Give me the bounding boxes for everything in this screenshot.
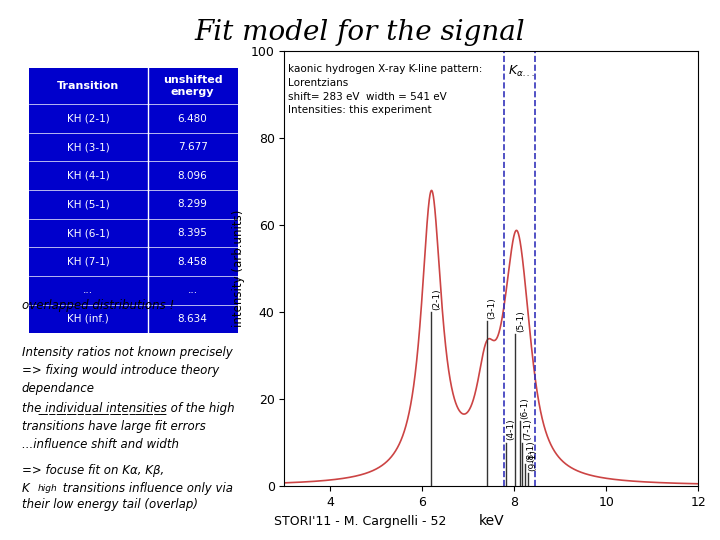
Text: high: high (37, 484, 57, 494)
Text: (2-1): (2-1) (433, 288, 441, 310)
Bar (29, 247, 238, 276)
Text: Transition: Transition (57, 81, 120, 91)
Text: the ̲i̲n̲d̲i̲v̲i̲d̲u̲a̲l̲ ̲i̲n̲t̲e̲n̲s̲i̲t̲i̲e̲s̲ of the high
transitions have l: the ̲i̲n̲d̲i̲v̲i̲d̲u̲a̲l̲ ̲i̲n̲t̲e̲n̲s̲i… (22, 402, 234, 451)
Text: KH (2-1): KH (2-1) (67, 113, 109, 124)
Text: (9-1): (9-1) (528, 449, 538, 471)
Text: unshifted
energy: unshifted energy (163, 75, 222, 97)
Text: KH (4-1): KH (4-1) (67, 171, 109, 181)
Text: STORI'11 - M. Cargnelli - 52: STORI'11 - M. Cargnelli - 52 (274, 515, 446, 528)
Text: 8.458: 8.458 (178, 256, 207, 267)
Text: 6.480: 6.480 (178, 113, 207, 124)
Text: K: K (22, 482, 30, 495)
Bar (29, 305, 238, 333)
Bar (29, 104, 238, 133)
Bar (29, 68, 238, 104)
Text: 7.677: 7.677 (178, 142, 207, 152)
Text: KH (inf.): KH (inf.) (68, 314, 109, 324)
Bar (29, 161, 238, 190)
Text: transitions influence only via: transitions influence only via (59, 482, 233, 495)
Text: kaonic hydrogen X-ray K-line pattern:
Lorentzians
shift= 283 eV  width = 541 eV
: kaonic hydrogen X-ray K-line pattern: Lo… (288, 64, 482, 115)
Text: (6-1): (6-1) (521, 397, 529, 418)
Text: Intensity ratios not known precisely
=> fixing would introduce theory
dependance: Intensity ratios not known precisely => … (22, 346, 233, 395)
Text: KH (6-1): KH (6-1) (67, 228, 109, 238)
Text: (3-1): (3-1) (487, 297, 497, 319)
Text: (7-1): (7-1) (523, 418, 532, 440)
Text: 8.299: 8.299 (178, 199, 207, 210)
Text: ...: ... (187, 285, 198, 295)
Bar (29, 276, 238, 305)
Text: => focuse fit on Kα, Kβ,: => focuse fit on Kα, Kβ, (22, 464, 164, 477)
Text: 8.634: 8.634 (178, 314, 207, 324)
Text: 8.096: 8.096 (178, 171, 207, 181)
Text: ...: ... (83, 285, 94, 295)
Text: KH (7-1): KH (7-1) (67, 256, 109, 267)
Text: their low energy tail (overlap): their low energy tail (overlap) (22, 498, 197, 511)
X-axis label: keV: keV (479, 514, 504, 528)
Y-axis label: intensity (arb.units): intensity (arb.units) (233, 210, 246, 327)
Text: (5-1): (5-1) (516, 310, 525, 332)
Bar (29, 219, 238, 247)
Text: K$_{\mathregular{\alpha...}}$: K$_{\mathregular{\alpha...}}$ (508, 64, 535, 79)
Text: overlapped distributions !: overlapped distributions ! (22, 299, 174, 312)
Text: (4-1): (4-1) (507, 418, 516, 440)
Text: KH (3-1): KH (3-1) (67, 142, 109, 152)
Text: Fit model for the signal: Fit model for the signal (194, 19, 526, 46)
Text: KH (5-1): KH (5-1) (67, 199, 109, 210)
Text: (8-1): (8-1) (526, 440, 536, 462)
Bar (29, 133, 238, 161)
Text: 8.395: 8.395 (178, 228, 207, 238)
Bar (29, 190, 238, 219)
